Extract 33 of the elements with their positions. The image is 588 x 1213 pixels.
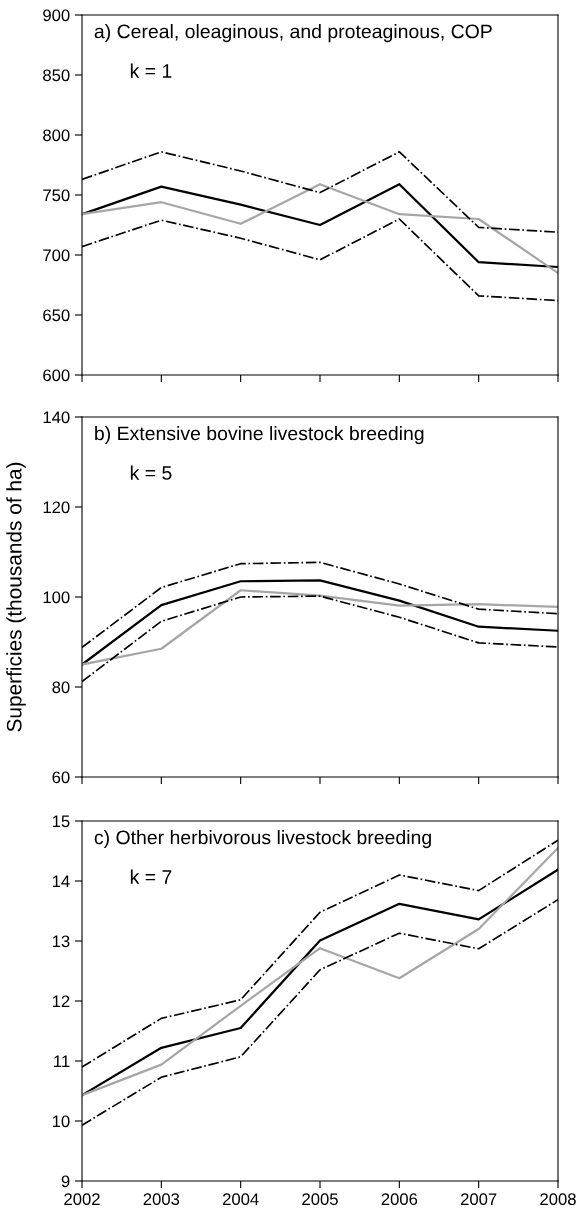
y-tick-label: 14 [52, 875, 70, 888]
y-tick-label: 80 [52, 681, 70, 694]
y-tick-label: 100 [43, 591, 70, 604]
y-tick-label: 600 [43, 369, 70, 382]
y-tick-label: 850 [43, 69, 70, 82]
y-tick-label: 15 [52, 815, 70, 828]
y-tick-label: 9 [61, 1175, 70, 1188]
x-tick-label: 2003 [143, 1193, 180, 1206]
x-tick-label: 2002 [64, 1193, 100, 1206]
y-tick-label: 120 [43, 501, 70, 514]
chart-title: c) Other herbivorous livestock breeding [94, 830, 431, 849]
chart-title: b) Extensive bovine livestock breeding [95, 426, 424, 445]
y-tick-label: 12 [52, 995, 70, 1008]
y-tick-label: 140 [43, 411, 70, 424]
x-tick-label: 2007 [460, 1193, 497, 1206]
y-tick-label: 11 [54, 1055, 70, 1068]
x-tick-label: 2005 [302, 1193, 338, 1206]
annotation: k = 5 [130, 465, 172, 480]
y-tick-label: 13 [52, 935, 70, 948]
y-tick-label: 800 [43, 129, 70, 142]
annotation: k = 1 [130, 63, 172, 78]
y-tick-label: 10 [52, 1115, 70, 1128]
y-tick-label: 650 [43, 309, 70, 322]
x-tick-label: 2004 [222, 1193, 259, 1206]
y-tick-label: 60 [52, 771, 70, 784]
annotation: k = 7 [130, 869, 172, 884]
x-tick-label: 2006 [381, 1193, 418, 1206]
y-tick-label: 900 [43, 9, 70, 22]
chart-title: a) Cereal, oleaginous, and proteaginous, COP [94, 24, 492, 43]
y-tick-label: 700 [43, 249, 70, 262]
y-tick-label: 750 [43, 189, 70, 202]
y-axis-title: Superficies (thousands of ha) [6, 462, 26, 732]
x-tick-label: 2008 [540, 1193, 576, 1206]
